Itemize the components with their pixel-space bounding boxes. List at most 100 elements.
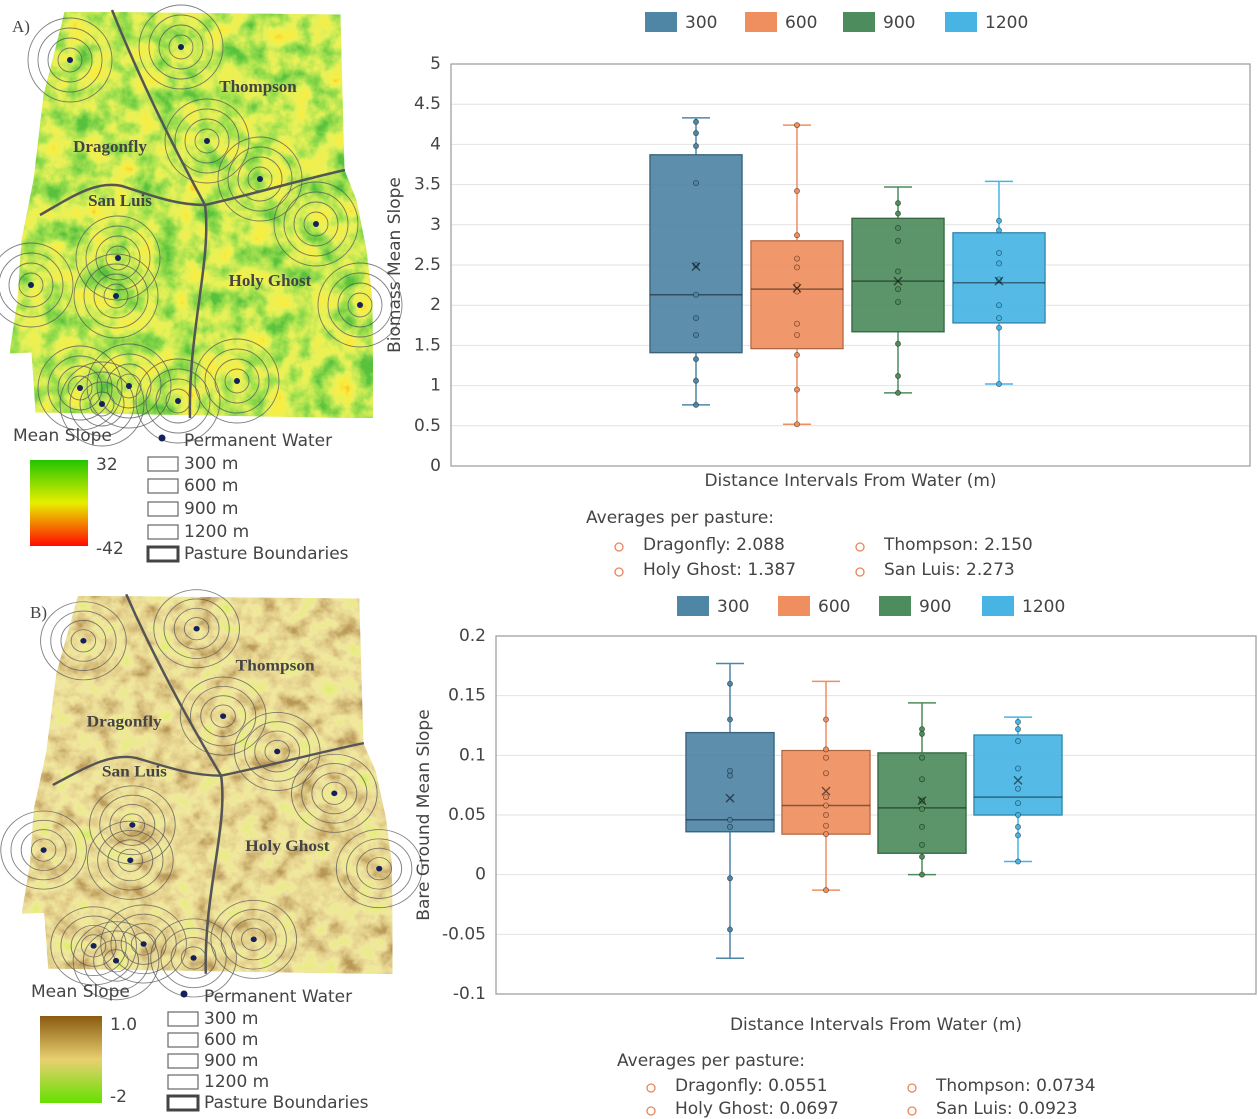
permanent-water [141, 941, 147, 947]
ring-symbol [148, 525, 178, 539]
colorbar-min: -2 [110, 1087, 127, 1107]
panel-label: A) [12, 17, 30, 36]
y-axis-title: Biomass Mean Slope [385, 177, 405, 353]
data-point [794, 188, 799, 193]
permanent-water [331, 791, 337, 797]
data-point [919, 731, 924, 736]
permanent-water [313, 221, 319, 227]
box [852, 218, 944, 331]
data-point [1015, 786, 1020, 791]
permanent-water [204, 138, 210, 144]
pasture-label: San Luis [102, 762, 168, 780]
y-tick-label: 0 [430, 456, 441, 476]
legend-label: 300 [717, 597, 749, 617]
data-point [919, 806, 924, 811]
data-point [823, 717, 828, 722]
legend-water: Permanent Water [184, 431, 332, 451]
data-point [693, 143, 698, 148]
data-point [693, 332, 698, 337]
bullet [908, 1084, 916, 1092]
bullet [615, 568, 623, 576]
data-point [693, 356, 698, 361]
data-point [727, 817, 732, 822]
legend-boundaries: Pasture Boundaries [204, 1093, 369, 1113]
legend-title: Mean Slope [31, 982, 130, 1002]
data-point [823, 812, 828, 817]
water-symbol [159, 435, 166, 442]
legend-label: 1200 [1022, 597, 1065, 617]
pasture-label: Holy Ghost [245, 837, 330, 855]
data-point [996, 303, 1001, 308]
data-point [794, 123, 799, 128]
data-point [693, 131, 698, 136]
data-point [727, 717, 732, 722]
y-tick-label: 4 [430, 134, 441, 154]
data-point [823, 755, 828, 760]
permanent-water [376, 866, 382, 872]
bullet [908, 1107, 916, 1115]
permanent-water [28, 282, 34, 288]
y-tick-label: 1.5 [414, 335, 441, 355]
permanent-water [234, 378, 240, 384]
data-point [895, 373, 900, 378]
data-point [727, 927, 732, 932]
ring-symbol [168, 1033, 198, 1047]
annotation-title: Averages per pasture: [586, 508, 774, 528]
data-point [996, 218, 1001, 223]
data-point [794, 422, 799, 427]
data-point [794, 352, 799, 357]
y-tick-label: 2.5 [414, 255, 441, 275]
data-point [919, 824, 924, 829]
data-point [1015, 833, 1020, 838]
y-tick-label: 0 [475, 865, 486, 885]
data-point [895, 287, 900, 292]
data-point [727, 681, 732, 686]
data-point [919, 842, 924, 847]
y-tick-label: 3.5 [414, 175, 441, 195]
legend-ring: 300 m [204, 1009, 258, 1029]
panel-label: B) [30, 603, 47, 622]
data-point [919, 777, 924, 782]
water-symbol [181, 991, 188, 998]
pasture-label: San Luis [88, 191, 152, 210]
data-point [895, 225, 900, 230]
annotation-item: Dragonfly: 2.088 [643, 535, 785, 555]
legend-swatch [745, 12, 777, 32]
legend-label: 600 [785, 13, 817, 33]
annotation-item: San Luis: 0.0923 [936, 1099, 1078, 1119]
x-axis-title: Distance Intervals From Water (m) [704, 471, 996, 491]
data-point [1015, 800, 1020, 805]
annotation-item: San Luis: 2.273 [884, 560, 1015, 580]
permanent-water [357, 302, 363, 308]
permanent-water [129, 822, 135, 828]
annotation-item: Thompson: 0.0734 [935, 1076, 1096, 1096]
data-point [895, 238, 900, 243]
data-point [823, 747, 828, 752]
ring-symbol [148, 457, 178, 471]
y-tick-label: 3 [430, 215, 441, 235]
permanent-water [274, 749, 280, 755]
legend-water: Permanent Water [204, 987, 352, 1007]
legend-ring: 1200 m [204, 1072, 269, 1092]
map: ThompsonDragonflySan LuisHoly Ghost [1, 590, 422, 1000]
annotation-title: Averages per pasture: [617, 1051, 805, 1071]
legend-ring: 600 m [184, 476, 238, 496]
data-point [996, 228, 1001, 233]
data-point [823, 771, 828, 776]
annotation-item: Thompson: 2.150 [883, 535, 1033, 555]
legend-label: 900 [919, 597, 951, 617]
permanent-water [191, 955, 197, 961]
annotation-item: Holy Ghost: 0.0697 [675, 1099, 839, 1119]
legend-ring: 600 m [204, 1030, 258, 1050]
pasture-label: Thompson [236, 656, 315, 674]
data-point [794, 387, 799, 392]
permanent-water [127, 857, 133, 863]
legend-ring: 900 m [184, 499, 238, 519]
data-point [794, 256, 799, 261]
legend-swatch [778, 596, 810, 616]
data-point [693, 292, 698, 297]
permanent-water [67, 57, 73, 63]
y-tick-label: 4.5 [414, 94, 441, 114]
permanent-water [113, 293, 119, 299]
